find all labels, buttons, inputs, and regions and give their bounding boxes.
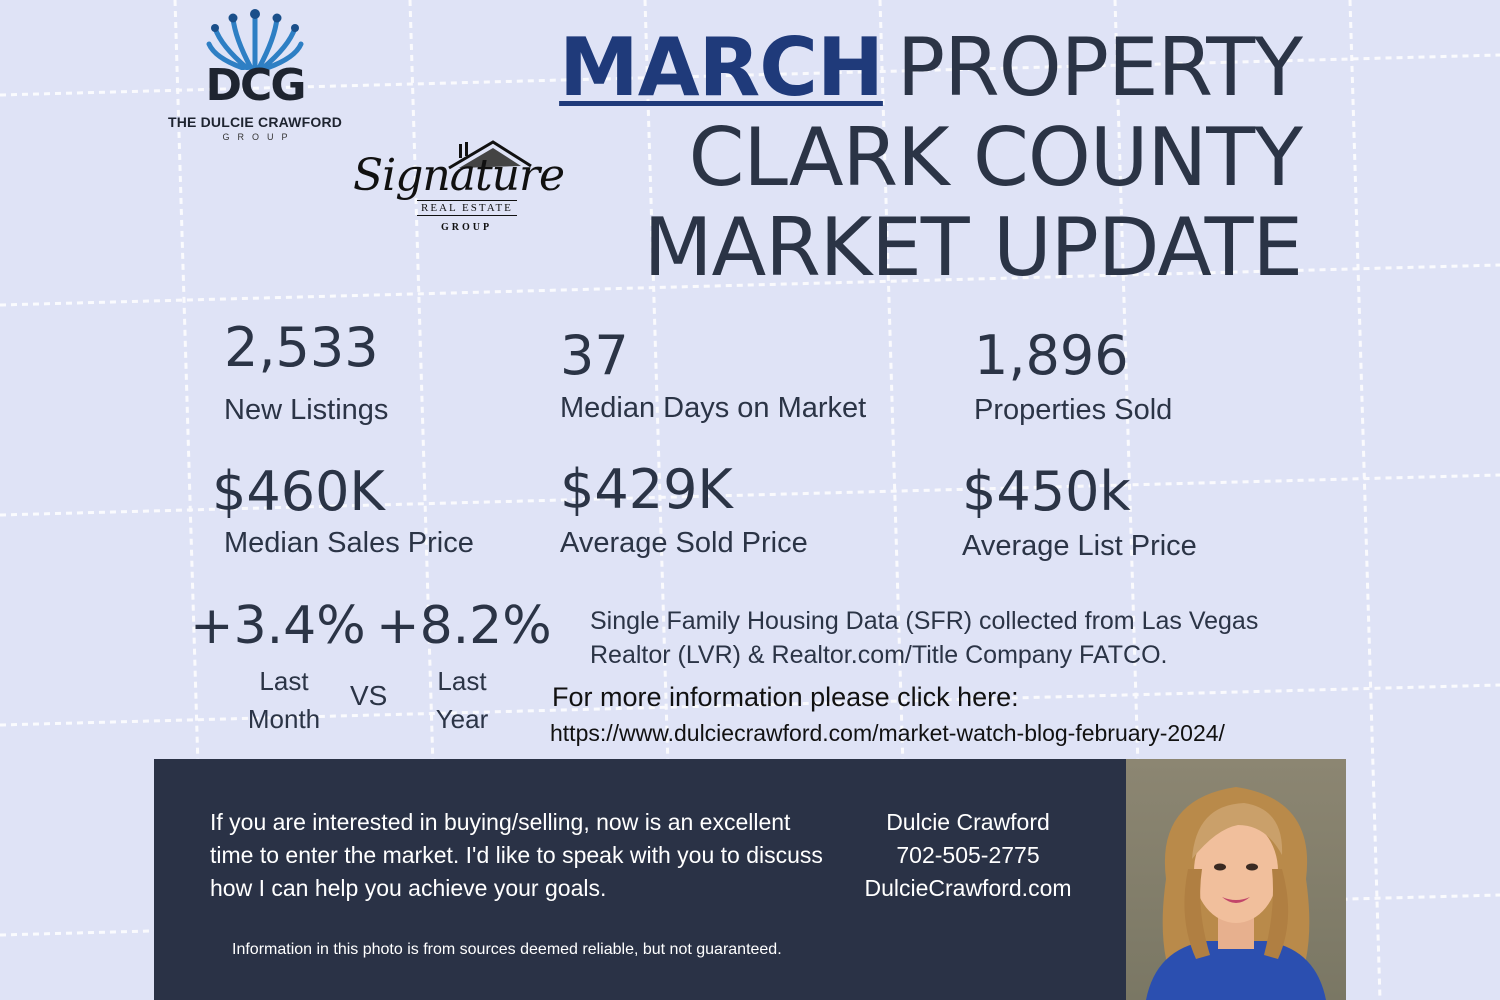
title-line-3: MARKET UPDATE [643, 201, 1303, 294]
last-month-label-line1: Last [259, 666, 309, 696]
last-year-label-line2: Year [435, 704, 489, 734]
dcg-name: THE DULCIE CRAWFORD [167, 114, 343, 130]
stat-average-list-price-value: $450k [962, 460, 1131, 523]
stat-new-listings-label: New Listings [224, 394, 389, 426]
stat-average-sold-price-value: $429K [560, 458, 733, 521]
stat-properties-sold-value: 1,896 [974, 324, 1129, 387]
dcg-logo: DCG THE DULCIE CRAWFORD GROUP [160, 8, 350, 153]
stat-days-on-market-value: 37 [560, 324, 629, 387]
agent-photo [1126, 759, 1346, 1000]
last-month-change: +3.4% [190, 596, 366, 656]
last-month-label-line2: Month [247, 704, 321, 734]
footer-disclaimer: Information in this photo is from source… [232, 941, 782, 958]
footer-pitch: If you are interested in buying/selling,… [210, 809, 823, 901]
agent-phone[interactable]: 702-505-2775 [896, 842, 1040, 868]
agent-website[interactable]: DulcieCrawford.com [864, 875, 1072, 901]
dcg-monogram: DCG [205, 60, 307, 111]
dcg-group: GROUP [222, 132, 296, 142]
stat-average-list-price-label: Average List Price [962, 530, 1197, 562]
more-info-label: For more information please click here: [552, 682, 1019, 712]
stat-properties-sold-label: Properties Sold [974, 394, 1173, 426]
signature-group: GROUP [441, 222, 493, 233]
signature-real-estate: REAL ESTATE [417, 200, 517, 216]
last-year-label: Last Year [420, 662, 504, 738]
signature-script: Signature [353, 150, 565, 201]
title-month: MARCH [559, 21, 884, 114]
contact-block: Dulcie Crawford 702-505-2775 DulcieCrawf… [834, 806, 1102, 905]
title-line-1: MARCH PROPERTY [559, 21, 1303, 114]
title-property: PROPERTY [896, 21, 1303, 114]
agent-portrait-icon [1146, 787, 1326, 1000]
agent-name: Dulcie Crawford [886, 809, 1050, 835]
stat-new-listings-value: 2,533 [224, 316, 379, 379]
stat-median-sales-price-value: $460K [212, 460, 385, 523]
vs-label: VS [350, 680, 388, 711]
last-year-change: +8.2% [376, 596, 552, 656]
stat-median-sales-price-label: Median Sales Price [224, 527, 474, 559]
more-info-link[interactable]: https://www.dulciecrawford.com/market-wa… [550, 720, 1225, 746]
title-line-2: CLARK COUNTY [688, 111, 1303, 204]
stat-average-sold-price-label: Average Sold Price [560, 527, 808, 559]
last-month-label: Last Month [238, 662, 330, 738]
house-roof-icon [448, 140, 532, 170]
source-note: Single Family Housing Data (SFR) collect… [590, 607, 1259, 669]
stat-days-on-market-label: Median Days on Market [560, 392, 867, 424]
peacock-feather-icon [206, 9, 304, 70]
footer-panel: If you are interested in buying/selling,… [154, 759, 1126, 1000]
signature-logo: Signature REAL ESTATE GROUP [345, 138, 565, 248]
last-year-label-line1: Last [437, 666, 487, 696]
